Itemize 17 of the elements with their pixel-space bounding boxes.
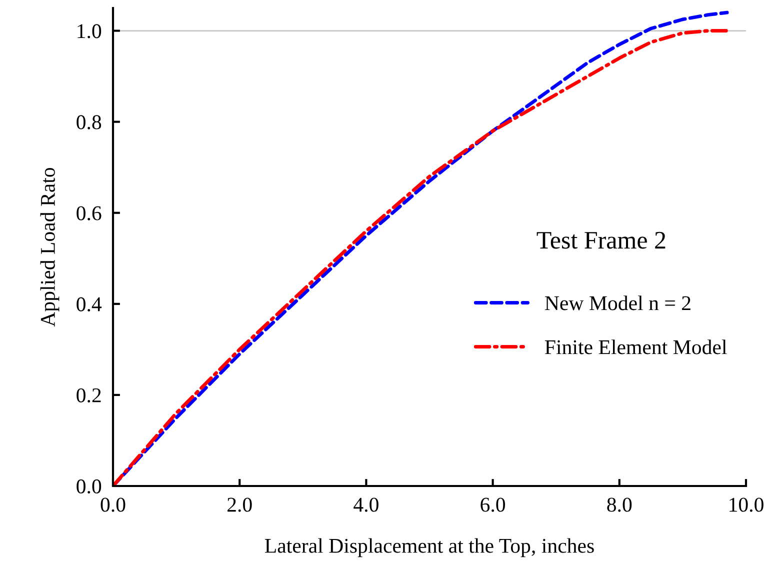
x-tick-label: 8.0 bbox=[607, 498, 632, 512]
x-tick-label: 6.0 bbox=[480, 498, 506, 512]
x-tick-label: 2.0 bbox=[227, 498, 252, 512]
legend-title: Test Frame 2 bbox=[536, 232, 666, 249]
y-axis-title: Applied Load Rato bbox=[40, 168, 60, 327]
x-tick-label: 10.0 bbox=[730, 498, 764, 512]
y-tick-label: 0.6 bbox=[76, 206, 102, 220]
x-axis-title: Lateral Displacement at the Top, inches bbox=[264, 538, 594, 558]
x-tick-label: 0.0 bbox=[100, 498, 126, 512]
legend-label: Finite Element Model bbox=[545, 340, 727, 354]
y-tick-label: 0.8 bbox=[76, 115, 102, 130]
x-tick-label: 4.0 bbox=[354, 498, 378, 512]
y-tick-label: 0.0 bbox=[76, 479, 102, 494]
y-tick-label: 1.0 bbox=[78, 24, 102, 38]
legend-label: New Model n = 2 bbox=[545, 296, 690, 310]
y-tick-label: 0.2 bbox=[76, 388, 101, 402]
y-tick-label: 0.4 bbox=[76, 297, 102, 312]
